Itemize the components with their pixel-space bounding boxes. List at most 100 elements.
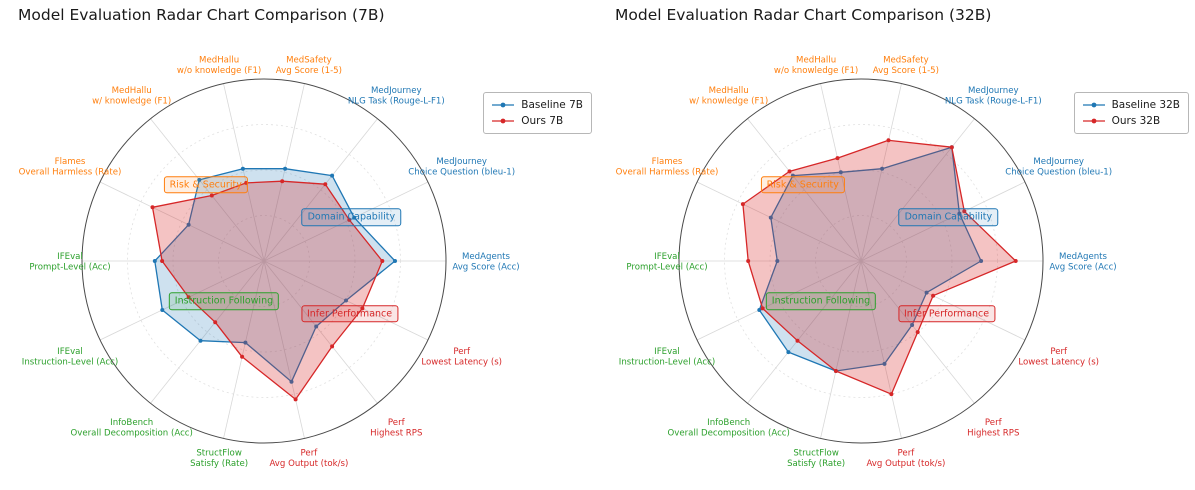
axis-label-0: MedSafety Avg Score (1-5)	[276, 55, 342, 76]
series-marker	[330, 173, 335, 178]
series-marker	[1013, 259, 1018, 263]
axis-label-2: MedJourney Choice Question (bleu-1)	[1005, 157, 1112, 178]
legend-item-ours-7b: Ours 7B	[490, 113, 583, 129]
grid-spoke	[263, 260, 305, 439]
grid-spoke	[860, 83, 902, 262]
series-marker	[240, 354, 245, 359]
series-marker	[150, 205, 155, 210]
axis-label-2: MedJourney Choice Question (bleu-1)	[408, 157, 515, 178]
axis-label-4: Perf Lowest Latency (s)	[1018, 347, 1099, 368]
series-marker	[740, 202, 745, 207]
series-marker	[360, 306, 365, 311]
outer-circle	[678, 78, 1044, 444]
series-marker	[152, 259, 157, 263]
legend-item-baseline-7b: Baseline 7B	[490, 97, 583, 113]
grid-spoke	[263, 181, 429, 262]
grid-spoke	[860, 181, 1026, 262]
series-marker	[760, 306, 765, 311]
series-marker	[768, 215, 773, 220]
axis-label-8: InfoBench Overall Decomposition (Acc)	[71, 418, 193, 439]
axis-label-6: Perf Avg Output (tok/s)	[866, 449, 945, 470]
series-marker	[280, 179, 285, 184]
series-marker	[910, 323, 915, 327]
series-marker	[198, 338, 203, 343]
group-label-domain-capability: Domain Capability	[898, 208, 999, 227]
radar-chart-32b: MedSafety Avg Score (1-5) MedJourney NLG Ta…	[616, 55, 1117, 470]
axis-label-10: IFEval Prompt-Level (Acc)	[626, 252, 707, 273]
series-marker	[293, 397, 298, 402]
grid-spoke	[747, 260, 862, 404]
axis-label-9: IFEval Instruction-Level (Acc)	[22, 347, 118, 368]
axis-label-12: MedHallu w/ knowledge (F1)	[92, 86, 171, 107]
axis-label-13: MedHallu w/o knowledge (F1)	[177, 55, 261, 76]
series-marker	[323, 182, 328, 187]
grid-spoke	[150, 118, 265, 262]
series-marker	[314, 324, 319, 329]
series-marker	[957, 211, 962, 216]
grid-spoke	[820, 260, 862, 439]
axis-label-5: Perf Highest RPS	[370, 418, 422, 439]
legend-label-baseline-32b: Baseline 32B	[1111, 99, 1180, 111]
series-marker	[880, 166, 885, 171]
series-marker	[931, 293, 936, 298]
axis-label-8: InfoBench Overall Decomposition (Acc)	[668, 418, 790, 439]
group-label-risk-security: Risk & Security	[760, 175, 845, 194]
chart-title-32b: Model Evaluation Radar Chart Comparison …	[615, 6, 992, 24]
axis-label-3: MedAgents Avg Score (Acc)	[1049, 252, 1116, 273]
axis-label-1: MedJourney NLG Task (Rouge-L-F1)	[348, 86, 445, 107]
series-marker	[979, 259, 984, 263]
series-marker	[775, 259, 780, 263]
axis-label-5: Perf Highest RPS	[967, 418, 1019, 439]
series-marker	[344, 298, 348, 303]
series-marker	[915, 330, 920, 335]
series-marker	[924, 290, 929, 295]
axis-label-0: MedSafety Avg Score (1-5)	[873, 55, 939, 76]
grid-spoke	[223, 260, 265, 439]
legend-32b: Baseline 32B Ours 32B	[1073, 92, 1189, 134]
legend-7b: Baseline 7B Ours 7B	[483, 92, 592, 134]
series-marker	[962, 209, 967, 214]
radar-panel-32b: Model Evaluation Radar Chart Comparison …	[597, 0, 1194, 490]
series-marker	[882, 361, 887, 366]
grid-spoke	[696, 260, 862, 341]
series-marker	[795, 338, 800, 343]
legend-item-ours-32b: Ours 32B	[1081, 113, 1180, 129]
axis-label-11: Flames Overall Harmless (Rate)	[616, 157, 719, 178]
series-marker	[160, 308, 165, 312]
grid-spoke	[747, 118, 862, 262]
series-marker	[787, 169, 792, 174]
axis-label-7: StructFlow Satisfy (Rate)	[787, 449, 845, 470]
series-marker	[746, 259, 751, 263]
series-marker	[243, 340, 248, 345]
group-label-infer-performance: Infer Performance	[897, 305, 996, 323]
series-marker	[330, 344, 335, 349]
axis-label-7: StructFlow Satisfy (Rate)	[190, 449, 248, 470]
outer-circle	[81, 78, 447, 444]
group-label-risk-security: Risk & Security	[163, 175, 248, 194]
grid-spoke	[99, 260, 265, 341]
series-marker	[240, 166, 245, 171]
series-marker	[889, 392, 894, 397]
grid-spoke	[860, 260, 902, 439]
series-marker	[347, 217, 352, 222]
axis-label-13: MedHallu w/o knowledge (F1)	[774, 55, 858, 76]
series-marker	[838, 170, 843, 175]
group-label-infer-performance: Infer Performance	[300, 305, 399, 323]
grid-spoke	[223, 83, 265, 262]
axis-label-3: MedAgents Avg Score (Acc)	[452, 252, 519, 273]
legend-item-baseline-32b: Baseline 32B	[1081, 97, 1180, 113]
axis-label-12: MedHallu w/ knowledge (F1)	[689, 86, 768, 107]
grid-spoke	[263, 260, 378, 404]
group-label-instruction-following: Instruction Following	[765, 292, 877, 310]
series-marker	[757, 308, 762, 312]
series-marker	[949, 145, 954, 150]
series-marker	[289, 379, 294, 384]
legend-marker-ours-icon	[1082, 118, 1105, 124]
series-marker	[283, 166, 288, 171]
series-marker	[352, 215, 357, 220]
series-marker	[393, 259, 397, 263]
grid-spoke	[263, 118, 378, 262]
axis-label-1: MedJourney NLG Task (Rouge-L-F1)	[945, 86, 1042, 107]
series-marker	[160, 259, 165, 263]
